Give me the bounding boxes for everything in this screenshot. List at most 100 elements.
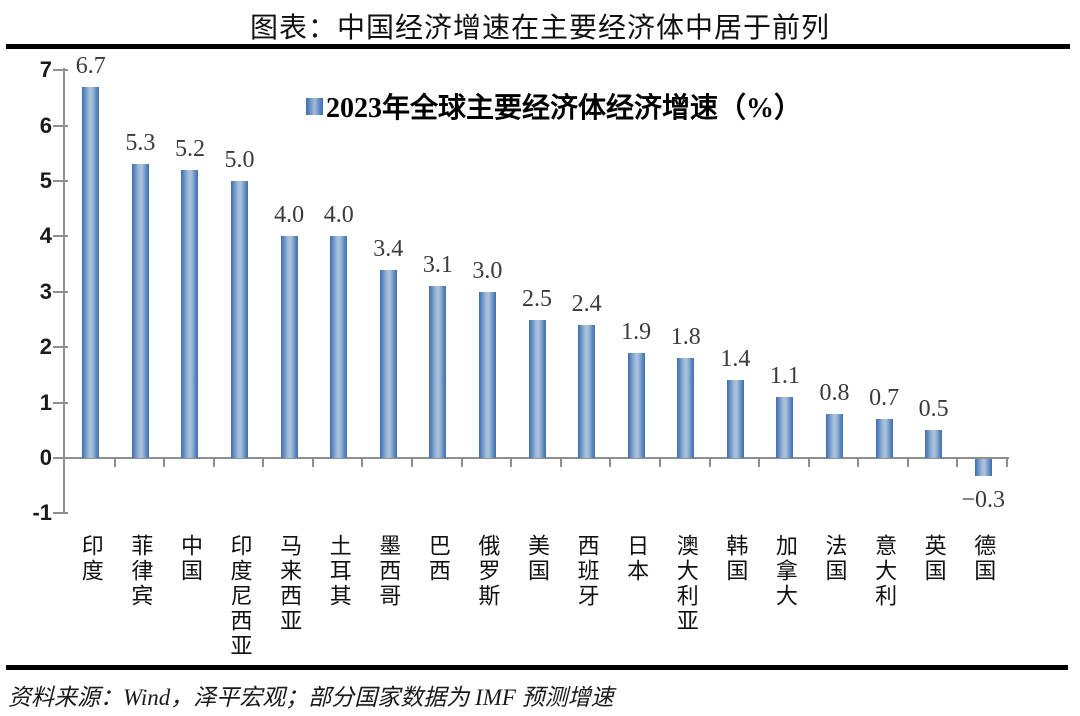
- bar: [379, 269, 397, 458]
- x-axis-tick: [212, 458, 215, 467]
- bar-value-label: 1.9: [621, 318, 652, 345]
- y-axis-tick-label: 6: [39, 112, 52, 138]
- bar-value-label: 0.5: [918, 396, 949, 423]
- x-axis-tick: [262, 458, 265, 467]
- category-label: 澳大利亚: [673, 534, 699, 634]
- x-axis-tick: [411, 458, 414, 467]
- bar: [131, 164, 149, 458]
- y-axis-tick-label: 3: [39, 278, 52, 304]
- bar-value-label: 0.8: [819, 379, 850, 406]
- bar: [925, 430, 943, 458]
- bar: [627, 352, 645, 458]
- bar-value-label: 1.4: [720, 346, 751, 373]
- y-axis-tick: [53, 457, 68, 459]
- bar-value-label: 4.0: [323, 202, 354, 229]
- bar: [478, 291, 496, 458]
- category-label: 德国: [971, 534, 997, 584]
- y-axis-tick-label: 0: [39, 445, 52, 470]
- page-title: 图表：中国经济增速在主要经济体中居于前列: [249, 13, 830, 44]
- x-axis-tick: [708, 458, 711, 467]
- bar: [181, 169, 199, 458]
- bar: [677, 358, 695, 458]
- x-axis-tick: [163, 458, 166, 467]
- x-axis-tick: [658, 458, 661, 467]
- bar-value-label: 2.5: [522, 285, 552, 312]
- x-axis-tick: [1006, 458, 1009, 467]
- x-axis-tick: [559, 458, 562, 467]
- x-axis-tick: [311, 458, 314, 467]
- bar-value-label: 4.0: [274, 202, 305, 229]
- x-axis-tick: [956, 458, 959, 467]
- x-axis-tick: [361, 458, 364, 467]
- bar: [231, 181, 249, 458]
- bar-value-label: 1.1: [769, 363, 800, 390]
- y-axis-tick: [53, 124, 68, 127]
- y-axis-tick-label: -1: [32, 500, 52, 526]
- bar-value-label: 3.1: [422, 252, 453, 279]
- bar-value-label: 6.7: [75, 52, 106, 79]
- legend-swatch-icon: [306, 97, 323, 115]
- category-label: 日本: [624, 534, 650, 584]
- x-axis-tick: [807, 458, 810, 467]
- bar-value-label: −0.3: [961, 486, 1005, 513]
- bar-value-label: 3.4: [373, 235, 404, 262]
- bar: [776, 397, 794, 458]
- category-label: 巴西: [425, 534, 451, 584]
- bar: [875, 419, 893, 458]
- category-label: 马来西亚: [277, 534, 303, 634]
- chart-legend: 2023年全球主要经济体经济增速（%）: [306, 86, 802, 126]
- y-axis-tick: [53, 346, 68, 349]
- category-label: 韩国: [723, 534, 749, 584]
- legend-label: 2023年全球主要经济体经济增速（%）: [326, 93, 803, 124]
- y-axis-tick-label: 2: [39, 334, 52, 360]
- category-label: 英国: [921, 534, 947, 584]
- bar-value-label: 3.0: [472, 257, 503, 284]
- bottom-divider-rule: [6, 665, 1068, 670]
- y-axis-tick: [53, 235, 68, 238]
- category-label: 印度: [78, 534, 104, 584]
- y-axis-tick: [53, 512, 68, 515]
- x-axis-tick: [857, 458, 860, 467]
- bar-value-label: 0.7: [869, 385, 900, 412]
- category-label: 印度尼西亚: [227, 534, 253, 659]
- bar: [280, 236, 298, 458]
- bar: [429, 286, 447, 458]
- x-axis-tick: [906, 458, 909, 467]
- category-label: 俄罗斯: [475, 534, 501, 609]
- y-axis-tick-label: 7: [39, 57, 52, 83]
- category-label: 墨西哥: [376, 534, 402, 609]
- y-axis-tick: [53, 69, 68, 72]
- bar: [726, 380, 744, 458]
- top-divider-rule: [6, 44, 1070, 49]
- y-axis-tick: [53, 401, 68, 404]
- category-label: 西班牙: [574, 534, 600, 609]
- bar: [330, 236, 348, 458]
- y-axis-tick: [53, 180, 68, 182]
- x-axis-tick: [113, 458, 116, 467]
- category-label: 土耳其: [326, 534, 352, 609]
- bar: [825, 413, 843, 458]
- y-axis-tick-label: 5: [39, 168, 52, 193]
- x-axis-tick: [460, 458, 463, 467]
- source-note: 资料来源：Wind，泽平宏观；部分国家数据为 IMF 预测增速: [8, 685, 614, 710]
- bar-value-label: 5.0: [224, 147, 255, 173]
- bar-value-label: 5.3: [125, 130, 156, 157]
- category-label: 中国: [177, 534, 203, 584]
- category-label: 加拿大: [772, 534, 798, 609]
- category-label: 法国: [822, 534, 848, 584]
- x-axis-tick: [510, 458, 513, 467]
- bar-value-label: 2.4: [571, 291, 602, 318]
- bar-value-label: 5.2: [174, 135, 205, 162]
- bar: [578, 325, 596, 458]
- x-axis-tick: [609, 458, 612, 467]
- y-axis-tick-label: 1: [39, 389, 52, 415]
- y-axis-tick-label: 4: [39, 223, 52, 249]
- bar-value-label: 1.8: [670, 324, 701, 351]
- x-axis-baseline: [63, 457, 1009, 459]
- bar: [974, 459, 992, 476]
- bar: [82, 86, 100, 458]
- category-label: 美国: [525, 534, 550, 584]
- y-axis-tick: [53, 290, 68, 293]
